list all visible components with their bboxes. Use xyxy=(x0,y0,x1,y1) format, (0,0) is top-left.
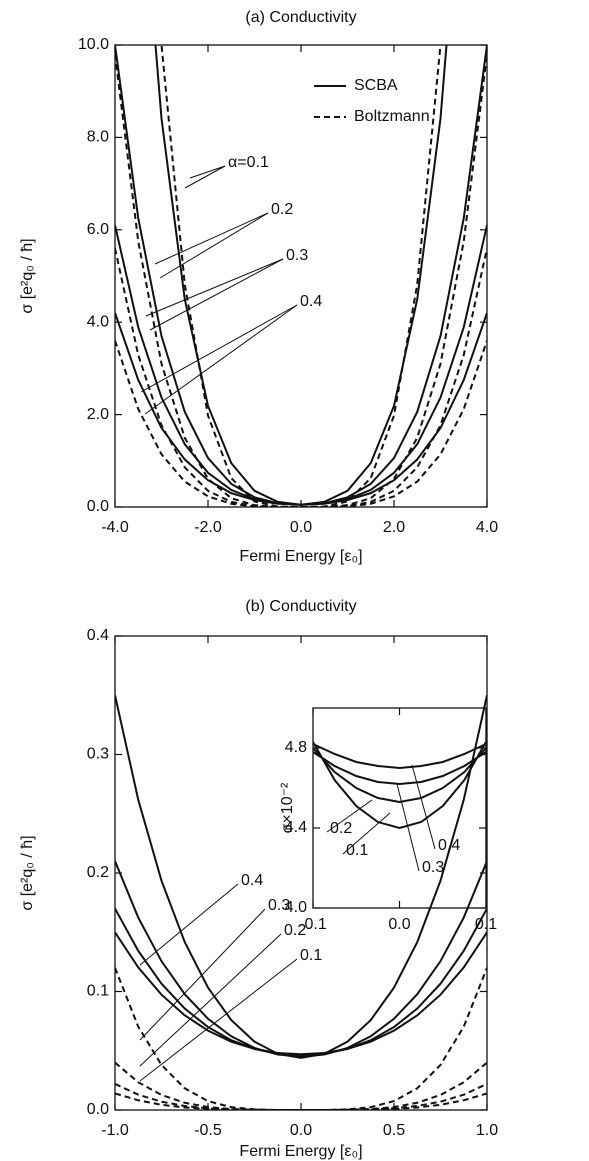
annotation: 0.3 xyxy=(422,859,444,876)
curves xyxy=(313,741,486,830)
leader-line xyxy=(189,165,226,179)
chart-title: (b) Conductivity xyxy=(245,598,356,615)
x-tick-label: -2.0 xyxy=(194,519,222,536)
legend-label: SCBA xyxy=(354,77,398,94)
curve xyxy=(313,751,486,786)
leader-line xyxy=(184,165,226,189)
annotation: 0.4 xyxy=(438,837,460,854)
annotation: 0.3 xyxy=(268,897,290,914)
curve xyxy=(115,967,487,1110)
curve xyxy=(115,1083,487,1110)
x-tick-label: 0.1 xyxy=(475,916,497,933)
curve xyxy=(115,860,487,1058)
annotation: 0.2 xyxy=(271,201,293,218)
annotation: 0.3 xyxy=(286,247,308,264)
y-tick-label: 8.0 xyxy=(87,129,109,146)
curves xyxy=(115,695,487,1110)
curve xyxy=(115,54,487,507)
annotation: 0.2 xyxy=(284,922,306,939)
y-tick-label: 0.0 xyxy=(87,1101,109,1118)
y-tick-label: 0.1 xyxy=(87,983,109,1000)
x-tick-label: 2.0 xyxy=(383,519,405,536)
y-tick-label: 6.0 xyxy=(87,221,109,238)
curve xyxy=(115,340,487,507)
x-tick-label: 0.0 xyxy=(290,1122,312,1139)
curve xyxy=(115,695,487,1059)
y-axis-label: σ [e²q₀ / ħ] xyxy=(19,835,36,910)
plot-frame xyxy=(312,707,487,909)
annotation: 0.1 xyxy=(346,842,368,859)
curve xyxy=(115,1092,487,1110)
x-axis-label: Fermi Energy [ε₀] xyxy=(239,1143,362,1160)
curve xyxy=(313,747,486,804)
y-tick-label: 2.0 xyxy=(87,406,109,423)
plot-frame xyxy=(114,44,488,508)
leader-line xyxy=(139,958,298,1082)
annotation: 0.2 xyxy=(330,820,352,837)
leader-line xyxy=(140,304,298,393)
leader-line xyxy=(139,908,266,1041)
leader-line xyxy=(411,764,436,850)
curve xyxy=(115,45,487,506)
annotation: 0.4 xyxy=(300,293,322,310)
leader-line xyxy=(144,304,298,415)
x-tick-label: -1.0 xyxy=(101,1122,129,1139)
x-axis-label: Fermi Energy [ε₀] xyxy=(239,548,362,565)
y-tick-label: 4.0 xyxy=(285,899,307,916)
y-tick-label: 10.0 xyxy=(78,36,109,53)
curve xyxy=(115,312,487,506)
leader-line xyxy=(396,783,420,872)
leader-line xyxy=(139,933,282,1067)
annotation: α=0.1 xyxy=(228,154,269,171)
x-tick-label: -0.5 xyxy=(194,1122,222,1139)
x-tick-label: 1.0 xyxy=(476,1122,498,1139)
leader-line xyxy=(139,883,239,966)
x-tick-label: -0.1 xyxy=(299,916,327,933)
leader-line xyxy=(342,812,391,855)
y-tick-label: 0.3 xyxy=(87,746,109,763)
y-tick-label: 0.4 xyxy=(87,627,109,644)
leader-line xyxy=(149,258,284,331)
leader-line xyxy=(326,799,373,833)
curve xyxy=(115,1061,487,1110)
y-tick-label: 4.4 xyxy=(285,819,307,836)
y-axis-label: σ [e²q₀ / ħ] xyxy=(19,238,36,313)
legend-label: Boltzmann xyxy=(354,108,430,125)
y-tick-label: 4.0 xyxy=(87,313,109,330)
y-tick-label: 0.0 xyxy=(87,498,109,515)
leader-line xyxy=(145,258,284,317)
curve xyxy=(313,743,486,770)
chart-title: (a) Conductivity xyxy=(245,9,356,26)
annotation: 0.1 xyxy=(300,947,322,964)
x-tick-label: 0.0 xyxy=(388,916,410,933)
y-axis-label: σ×10⁻² xyxy=(279,782,296,833)
x-tick-label: 0.0 xyxy=(290,519,312,536)
curve xyxy=(313,741,486,830)
y-tick-label: 0.2 xyxy=(87,864,109,881)
curve xyxy=(115,248,487,507)
annotation: 0.4 xyxy=(241,872,263,889)
leader-line xyxy=(154,212,269,265)
x-tick-label: -4.0 xyxy=(101,519,129,536)
curve xyxy=(115,908,487,1057)
x-tick-label: 4.0 xyxy=(476,519,498,536)
leader-line xyxy=(159,212,269,279)
x-tick-label: 0.5 xyxy=(383,1122,405,1139)
y-tick-label: 4.8 xyxy=(285,739,307,756)
curve xyxy=(115,931,487,1056)
